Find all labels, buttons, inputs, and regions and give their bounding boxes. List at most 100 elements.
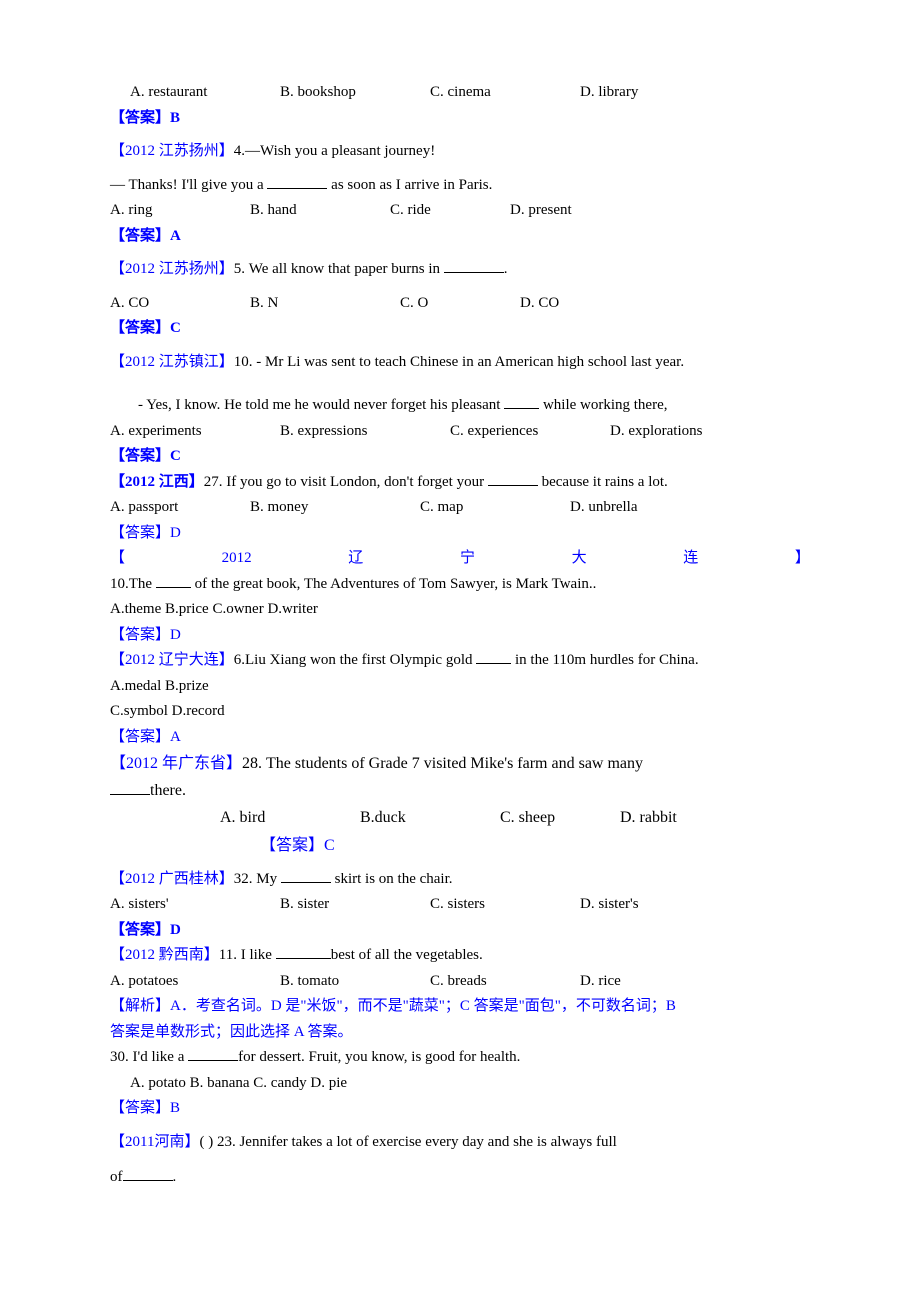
q3-stem-text: 5. We all know that paper burns in — [234, 261, 444, 277]
q1-options: A. restaurant B. bookshop C. cinema D. l… — [110, 80, 810, 106]
q5-optD: D. unbrella — [570, 499, 637, 515]
q3-optD: D. CO — [520, 295, 559, 311]
blank — [276, 943, 331, 959]
q4-optC: C. experiences — [450, 423, 538, 439]
blank — [444, 257, 504, 273]
q9-answer: 【答案】D — [110, 918, 810, 944]
q9-src: 【2012 广西桂林】 — [110, 871, 234, 887]
q7-stem2: in the 110m hurdles for China. — [511, 652, 698, 668]
q10-stem2: best of all the vegetables. — [331, 947, 483, 963]
q6-opts: A.theme B.price C.owner D.writer — [110, 597, 810, 623]
q11-answer: 【答案】B — [110, 1096, 810, 1122]
blank — [110, 778, 150, 795]
q6-answer: 【答案】D — [110, 623, 810, 649]
q1-answer: 【答案】B — [110, 106, 810, 132]
blank — [504, 393, 539, 409]
q9-optB: B. sister — [280, 896, 329, 912]
q8-stem1: 28. The students of Grade 7 visited Mike… — [242, 755, 643, 772]
q6-srcP1: 辽 — [348, 546, 363, 572]
q4-optB: B. expressions — [280, 423, 368, 439]
q8-stem2: there. — [150, 782, 186, 799]
q12-stem2b: . — [173, 1169, 177, 1185]
q5-stem-text: 27. If you go to visit London, don't for… — [204, 474, 488, 490]
q4-stem2b: while working there, — [539, 397, 667, 413]
q9-optA: A. sisters' — [110, 896, 169, 912]
q9-stem: 【2012 广西桂林】32. My skirt is on the chair. — [110, 867, 810, 893]
q5-answer: 【答案】D — [110, 521, 810, 547]
q2-options: A. ring B. hand C. ride D. present — [110, 198, 810, 224]
q3-options: A. CO B. N C. O D. CO — [110, 291, 810, 317]
q4-stem-text: 10. - Mr Li was sent to teach Chinese in… — [234, 354, 684, 370]
q9-options: A. sisters' B. sister C. sisters D. sist… — [110, 892, 810, 918]
q6-stem1: 10.The — [110, 576, 156, 592]
q12-stem2: of. — [110, 1165, 810, 1191]
q9-optD: D. sister's — [580, 896, 639, 912]
q10-optA: A. potatoes — [110, 973, 178, 989]
q5-options: A. passport B. money C. map D. unbrella — [110, 495, 810, 521]
q8-optD: D. rabbit — [620, 809, 677, 826]
q10-src: 【2012 黔西南】 — [110, 947, 219, 963]
q1-optB: B. bookshop — [280, 84, 356, 100]
q4-optA: A. experiments — [110, 423, 202, 439]
q4-stem2: - Yes, I know. He told me he would never… — [110, 393, 810, 419]
q3-stem: 【2012 江苏扬州】5. We all know that paper bur… — [110, 257, 810, 283]
q6-srcP2: 宁 — [460, 546, 475, 572]
blank — [156, 572, 191, 588]
q12-stem: 【2011河南】( ) 23. Jennifer takes a lot of … — [110, 1130, 810, 1156]
q2-stem1: 【2012 江苏扬州】4.—Wish you a pleasant journe… — [110, 139, 810, 165]
q2-optB: B. hand — [250, 202, 297, 218]
q3-optC: C. O — [400, 295, 428, 311]
q7-stem: 【2012 辽宁大连】6.Liu Xiang won the first Oly… — [110, 648, 810, 674]
blank — [123, 1165, 173, 1181]
q8-optA: A. bird — [220, 809, 265, 826]
q11-opts: A. potato B. banana C. candy D. pie — [110, 1071, 810, 1097]
q8-optB: B.duck — [360, 809, 406, 826]
q6-srcP3: 大 — [572, 546, 587, 572]
q2-stem2: — Thanks! I'll give you a as soon as I a… — [110, 173, 810, 199]
q10-ex1: 【解析】A．考查名词。D 是"米饭"，而不是"蔬菜"；C 答案是"面包"，不可数… — [110, 994, 810, 1020]
q8-options: A. bird B.duck C. sheep D. rabbit — [110, 804, 810, 831]
blank — [267, 173, 327, 189]
q4-answer: 【答案】C — [110, 444, 810, 470]
q3-src: 【2012 江苏扬州】 — [110, 261, 234, 277]
q12-src: 【2011河南】 — [110, 1134, 199, 1150]
q12-stem2a: of — [110, 1169, 123, 1185]
q10-stem: 【2012 黔西南】11. I like best of all the veg… — [110, 943, 810, 969]
q2-stem2a: — Thanks! I'll give you a — [110, 177, 267, 193]
q4-stem2a: - Yes, I know. He told me he would never… — [138, 397, 504, 413]
q7-opts2: C.symbol D.record — [110, 699, 810, 725]
q7-src: 【2012 辽宁大连】 — [110, 652, 234, 668]
q8-answer: 【答案】C — [110, 832, 810, 859]
q2-stem2b: as soon as I arrive in Paris. — [327, 177, 492, 193]
q2-optA: A. ring — [110, 202, 153, 218]
q8-stem-line2: there. — [110, 777, 810, 804]
q6-src-row: 【 2012 辽 宁 大 连 】 — [110, 546, 810, 572]
q3-dot: . — [504, 261, 508, 277]
q4-options: A. experiments B. expressions C. experie… — [110, 419, 810, 445]
q5-stem: 【2012 江西】27. If you go to visit London, … — [110, 470, 810, 496]
q3-optB: B. N — [250, 295, 278, 311]
q3-answer: 【答案】C — [110, 316, 810, 342]
q2-optD: D. present — [510, 202, 572, 218]
q6-srcR: 】 — [795, 546, 810, 572]
q10-ex2: 答案是单数形式；因此选择 A 答案。 — [110, 1020, 810, 1046]
blank — [281, 867, 331, 883]
q2-optC: C. ride — [390, 202, 431, 218]
q10-options: A. potatoes B. tomato C. breads D. rice — [110, 969, 810, 995]
q1-optA: A. restaurant — [130, 84, 207, 100]
q12-stem-text: ( ) 23. Jennifer takes a lot of exercise… — [199, 1134, 616, 1150]
q1-optC: C. cinema — [430, 84, 491, 100]
q8-stem: 【2012 年广东省】28. The students of Grade 7 v… — [110, 750, 810, 777]
q9-optC: C. sisters — [430, 896, 485, 912]
q6-srcY: 2012 — [222, 546, 252, 572]
q5-optC: C. map — [420, 499, 463, 515]
q2-stem1-text: 4.—Wish you a pleasant journey! — [234, 143, 435, 159]
q11-stem1: 30. I'd like a — [110, 1049, 188, 1065]
q8-src: 【2012 年广东省】 — [110, 755, 242, 772]
q5-stem2: because it rains a lot. — [538, 474, 668, 490]
q6-stem2: of the great book, The Adventures of Tom… — [191, 576, 597, 592]
q5-optB: B. money — [250, 499, 308, 515]
q10-optC: C. breads — [430, 973, 487, 989]
blank — [488, 470, 538, 486]
q4-stem: 【2012 江苏镇江】10. - Mr Li was sent to teach… — [110, 350, 810, 376]
